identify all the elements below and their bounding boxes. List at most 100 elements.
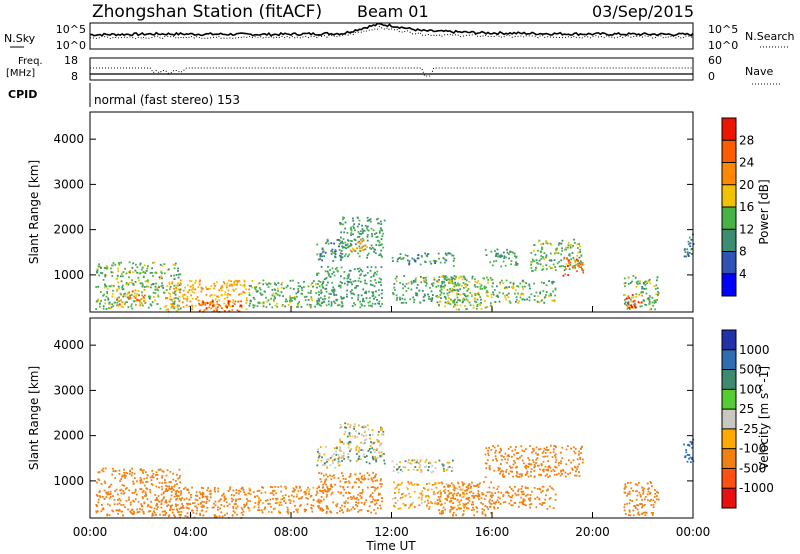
echo-cell (200, 492, 202, 495)
echo-cell (122, 271, 125, 273)
echo-cell (380, 238, 383, 240)
echo-cell (317, 272, 320, 275)
echo-cell (484, 249, 487, 251)
echo-cell (431, 488, 433, 491)
echo-cell (363, 229, 366, 232)
echo-cell (548, 265, 551, 268)
echo-cell (109, 485, 111, 488)
echo-cell (374, 296, 377, 299)
echo-cell (144, 272, 147, 274)
echo-cell (124, 477, 127, 479)
echo-cell (142, 472, 144, 474)
echo-cell (515, 296, 518, 298)
echo-cell (576, 270, 578, 273)
echo-cell (139, 488, 142, 490)
echo-cell (411, 257, 414, 260)
echo-cell (339, 286, 342, 289)
echo-cell (456, 494, 458, 497)
echo-cell (125, 281, 128, 284)
echo-cell (410, 282, 413, 285)
echo-cell (142, 276, 145, 279)
echo-cell (504, 452, 507, 455)
echo-cell (170, 485, 173, 488)
echo-cell (421, 290, 424, 292)
echo-cell (342, 442, 345, 445)
echo-cell (104, 284, 107, 287)
echo-cell (292, 490, 295, 493)
echo-cell (399, 469, 402, 471)
echo-cell (523, 450, 525, 453)
echo-cell (136, 508, 139, 511)
echo-cell (104, 299, 107, 301)
echo-cell (171, 306, 173, 309)
echo-cell (178, 468, 181, 471)
echo-cell (262, 302, 265, 305)
echo-cell (151, 469, 154, 472)
echo-cell (564, 273, 567, 276)
echo-cell (382, 246, 385, 249)
echo-cell (433, 277, 436, 279)
echo-cell (223, 499, 226, 502)
echo-cell (205, 502, 208, 504)
echo-cell (434, 481, 437, 484)
echo-cell (103, 489, 106, 492)
echo-cell (453, 498, 456, 500)
echo-cell (355, 449, 358, 451)
echo-cell (177, 267, 179, 270)
echo-cell (373, 451, 376, 454)
echo-cell (553, 470, 556, 472)
echo-cell (195, 512, 198, 515)
echo-cell (541, 469, 544, 472)
echo-cell (656, 299, 658, 301)
echo-cell (418, 466, 421, 469)
echo-cell (176, 509, 179, 512)
echo-cell (357, 236, 359, 238)
echo-cell (219, 287, 222, 290)
echo-cell (372, 486, 375, 488)
echo-cell (435, 260, 438, 263)
echo-cell (156, 498, 158, 501)
echo-cell (402, 287, 404, 290)
echo-cell (172, 508, 175, 511)
echo-cell (422, 487, 425, 489)
echo-cell (321, 298, 324, 301)
echo-cell (574, 260, 577, 263)
echo-cell (580, 452, 582, 454)
echo-cell (143, 484, 146, 487)
echo-cell (189, 279, 191, 282)
echo-cell (123, 303, 126, 305)
echo-cell (360, 233, 363, 235)
echo-cell (374, 503, 377, 506)
echo-cell (651, 514, 654, 516)
echo-cell (128, 489, 131, 492)
time-tick-label: 04:00 (173, 525, 208, 539)
echo-cell (324, 270, 327, 273)
echo-cell (274, 297, 276, 299)
echo-cell (227, 300, 230, 303)
echo-cell (243, 279, 246, 282)
echo-cell (449, 509, 452, 511)
echo-cell (424, 252, 426, 255)
echo-cell (555, 446, 557, 449)
echo-cell (512, 251, 514, 254)
echo-cell (164, 514, 167, 516)
noise-left-tick-top: 10^5 (56, 23, 86, 36)
echo-cell (295, 485, 298, 488)
echo-cell (241, 486, 244, 489)
echo-cell (533, 299, 536, 301)
echo-cell (177, 276, 180, 279)
echo-cell (444, 488, 447, 491)
echo-cell (439, 300, 442, 303)
echo-cell (687, 243, 690, 246)
echo-cell (202, 301, 205, 304)
echo-cell (366, 216, 369, 219)
echo-cell (631, 296, 633, 299)
echo-cell (165, 474, 168, 477)
echo-cell (295, 486, 298, 489)
echo-cell (155, 471, 158, 474)
echo-cell (200, 486, 203, 489)
echo-cell (506, 455, 509, 457)
echo-cell (633, 299, 636, 302)
echo-cell (128, 295, 131, 298)
